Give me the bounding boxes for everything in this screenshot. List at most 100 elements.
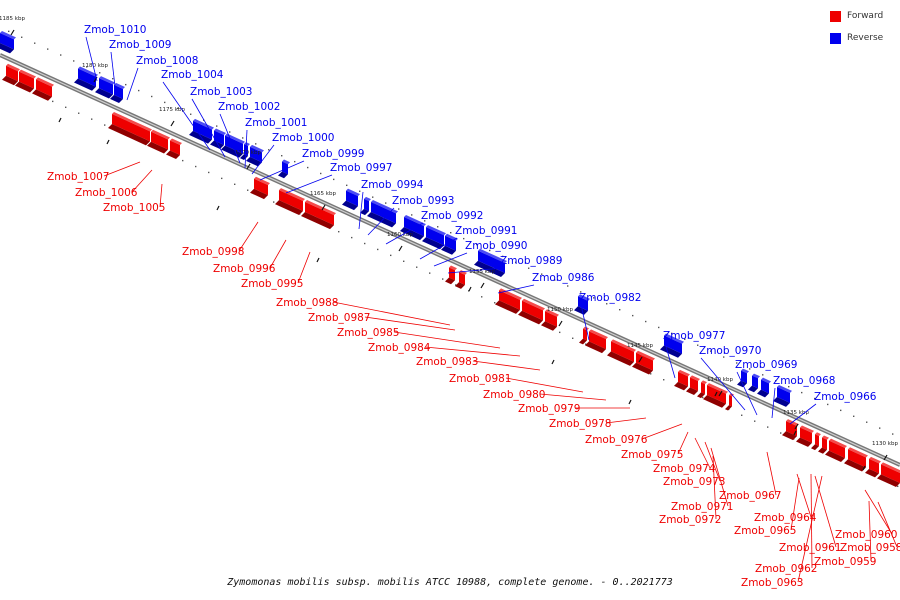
gene-side	[74, 78, 96, 91]
gene-side	[579, 338, 587, 345]
gene-side	[441, 245, 456, 255]
track-dot	[294, 160, 296, 163]
gene-face	[761, 379, 769, 394]
gene-label[interactable]: Zmob_1004	[161, 69, 224, 81]
gene-label[interactable]: Zmob_0986	[532, 272, 595, 284]
gene-label[interactable]: Zmob_0973	[663, 476, 725, 488]
gene-label[interactable]: Zmob_0983	[416, 356, 478, 368]
track-dot	[450, 232, 452, 234]
gene-label[interactable]: Zmob_0988	[276, 297, 338, 309]
gene-label[interactable]: Zmob_0995	[241, 278, 303, 290]
gene-label[interactable]: Zmob_1002	[218, 101, 280, 113]
leader-line	[269, 239, 287, 269]
gene-label[interactable]: Zmob_1007	[47, 171, 109, 183]
track-tick	[628, 399, 632, 405]
gene-label[interactable]: Zmob_0984	[368, 342, 431, 354]
gene-label[interactable]: Zmob_0958	[840, 542, 900, 554]
gene-side	[697, 392, 705, 399]
gene-label[interactable]: Zmob_0987	[308, 312, 370, 324]
gene-label[interactable]: Zmob_0966	[814, 391, 877, 403]
track-dot	[320, 172, 322, 175]
gene-label[interactable]: Zmob_0965	[734, 525, 796, 537]
gene-label[interactable]: Zmob_0967	[719, 490, 781, 502]
track-tick	[106, 139, 110, 145]
gene-label[interactable]: Zmob_0980	[483, 389, 545, 401]
reverse-gene	[757, 377, 771, 398]
gene-face	[848, 449, 866, 468]
gene-label[interactable]: Zmob_0972	[659, 514, 721, 526]
gene-top	[19, 69, 36, 79]
track-dot	[338, 230, 340, 233]
track-dot	[814, 397, 816, 400]
track-tick	[468, 286, 472, 292]
gene-label[interactable]: Zmob_0961	[779, 542, 841, 554]
gene-top	[822, 435, 829, 440]
gene-face	[426, 227, 444, 246]
track-dot	[827, 403, 829, 406]
track-dot	[104, 124, 106, 126]
leader-line	[766, 451, 777, 496]
gene-label[interactable]: Zmob_0962	[755, 563, 817, 575]
gene-label[interactable]: Zmob_0960	[835, 529, 897, 541]
forward-gene	[15, 69, 36, 93]
gene-label[interactable]: Zmob_0998	[182, 246, 244, 258]
track-dot	[403, 260, 405, 262]
gene-label[interactable]: Zmob_0959	[814, 556, 876, 568]
forward-swatch	[830, 10, 841, 22]
gene-label[interactable]: Zmob_0981	[449, 373, 511, 385]
gene-label[interactable]: Zmob_0969	[735, 359, 797, 371]
track-dot	[580, 291, 582, 293]
gene-label[interactable]: Zmob_1005	[103, 202, 165, 214]
gene-side	[825, 450, 845, 462]
gene-top	[371, 200, 398, 214]
scale-tick-label: 1135 kbp	[783, 410, 809, 416]
gene-label[interactable]: Zmob_0985	[337, 327, 399, 339]
gene-label[interactable]: Zmob_1008	[136, 55, 198, 67]
gene-side	[210, 140, 224, 150]
gene-label[interactable]: Zmob_0975	[621, 449, 683, 461]
gene-label[interactable]: Zmob_0996	[213, 263, 276, 275]
gene-label[interactable]: Zmob_0979	[518, 403, 580, 415]
gene-label[interactable]: Zmob_1010	[84, 24, 146, 36]
gene-label[interactable]: Zmob_0970	[699, 345, 761, 357]
gene-label[interactable]: Zmob_0974	[653, 463, 716, 475]
track-dot	[775, 380, 777, 382]
forward-gene	[166, 138, 182, 159]
gene-side	[757, 389, 769, 398]
gene-side	[607, 351, 634, 366]
gene-label[interactable]: Zmob_0968	[773, 375, 835, 387]
gene-label[interactable]: Zmob_1006	[75, 187, 138, 199]
gene-label[interactable]: Zmob_0978	[549, 418, 611, 430]
gene-top	[678, 369, 690, 377]
gene-label[interactable]: Zmob_0976	[585, 434, 648, 446]
gene-label[interactable]: Zmob_1003	[190, 86, 252, 98]
reverse-gene	[360, 196, 371, 216]
forward-gene	[632, 350, 655, 375]
gene-label[interactable]: Zmob_1009	[109, 39, 171, 51]
gene-label[interactable]: Zmob_1001	[245, 117, 307, 129]
gene-face	[364, 198, 369, 212]
forward-gene	[147, 129, 170, 154]
gene-label[interactable]: Zmob_0989	[500, 255, 562, 267]
gene-label[interactable]: Zmob_0999	[302, 148, 364, 160]
gene-side	[278, 171, 288, 179]
gene-label[interactable]: Zmob_1000	[272, 132, 334, 144]
gene-side	[32, 89, 52, 101]
leader-line	[472, 360, 541, 371]
gene-side	[811, 444, 819, 451]
gene-label[interactable]: Zmob_0963	[741, 577, 803, 589]
gene-label[interactable]: Zmob_0994	[361, 179, 424, 191]
gene-label[interactable]: Zmob_0991	[455, 225, 517, 237]
gene-label[interactable]: Zmob_0992	[421, 210, 483, 222]
track-dot	[541, 273, 543, 275]
forward-gene	[579, 326, 589, 345]
leader-line	[358, 191, 364, 230]
gene-label[interactable]: Zmob_0982	[579, 292, 641, 304]
gene-label[interactable]: Zmob_0964	[754, 512, 817, 524]
gene-label[interactable]: Zmob_0977	[663, 330, 725, 342]
forward-gene	[301, 199, 336, 230]
gene-label[interactable]: Zmob_0971	[671, 501, 733, 513]
gene-label[interactable]: Zmob_0997	[330, 162, 392, 174]
gene-label[interactable]: Zmob_0993	[392, 195, 454, 207]
gene-label[interactable]: Zmob_0990	[465, 240, 527, 252]
